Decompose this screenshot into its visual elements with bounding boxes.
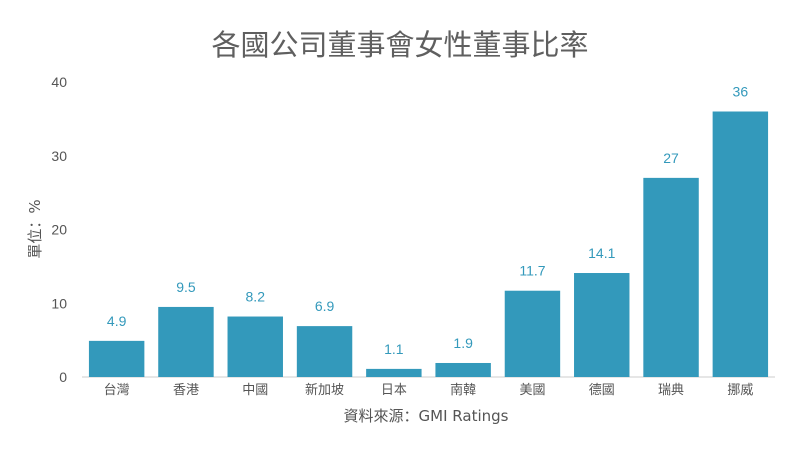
- value-label: 8.2: [246, 289, 266, 305]
- value-label: 9.5: [176, 279, 196, 295]
- y-tick-label: 40: [51, 74, 67, 90]
- category-label: 瑞典: [658, 383, 684, 398]
- bar: [435, 362, 491, 377]
- value-label: 14.1: [588, 245, 615, 261]
- y-axis-title: 單位：%: [26, 199, 44, 258]
- y-axis-ticks: 0 10 20 30 40: [51, 74, 67, 385]
- value-label: 6.9: [315, 298, 335, 314]
- y-tick-label: 0: [59, 369, 67, 385]
- category-label: 新加坡: [305, 382, 344, 398]
- category-label: 中國: [242, 383, 268, 398]
- value-label: 4.9: [107, 313, 127, 329]
- chart-title: 各國公司董事會女性董事比率: [211, 28, 589, 62]
- category-labels-group: 台灣 香港 中國 新加坡 日本 南韓 美國 德國 瑞典 挪威: [104, 382, 754, 398]
- bar: [227, 316, 283, 377]
- category-label: 德國: [589, 383, 615, 398]
- category-label: 台灣: [104, 383, 130, 398]
- bar: [296, 326, 353, 377]
- value-label: 27: [663, 150, 679, 166]
- y-tick-label: 20: [51, 222, 67, 238]
- value-label: 1.1: [384, 341, 404, 357]
- category-label: 日本: [381, 383, 407, 398]
- category-label: 美國: [519, 383, 545, 398]
- bar: [574, 273, 630, 377]
- x-axis-title: 資料來源：GMI Ratings: [344, 407, 509, 425]
- value-label: 36: [733, 84, 749, 100]
- bars-group: [88, 111, 769, 377]
- bar: [504, 290, 561, 377]
- value-label: 11.7: [519, 263, 545, 279]
- bar: [158, 306, 214, 377]
- category-label: 南韓: [450, 382, 476, 398]
- value-labels-group: 4.9 9.5 8.2 6.9 1.1 1.9 11.7 14.1 27 36: [107, 84, 748, 357]
- bar: [88, 340, 145, 377]
- category-label: 香港: [173, 383, 199, 398]
- category-label: 挪威: [727, 383, 753, 398]
- value-label: 1.9: [453, 335, 473, 351]
- y-tick-label: 10: [51, 295, 67, 311]
- y-tick-label: 30: [51, 148, 67, 164]
- bar: [712, 111, 769, 377]
- bar: [366, 368, 422, 377]
- bar: [643, 177, 699, 377]
